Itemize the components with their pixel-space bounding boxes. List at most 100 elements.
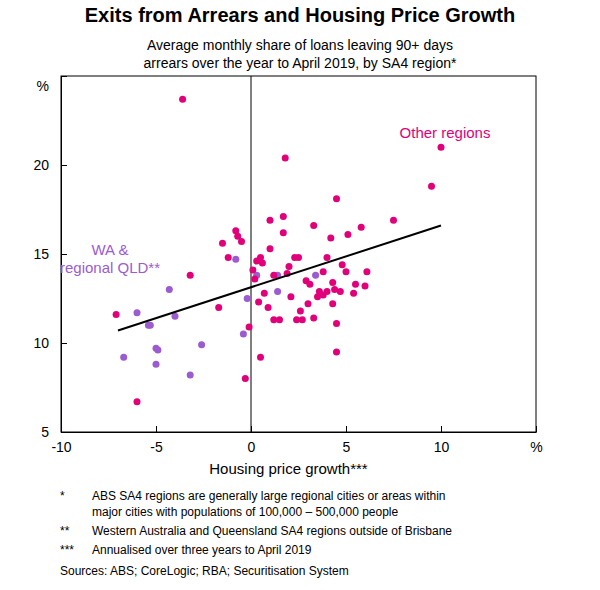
x-axis-title: Housing price growth*** [209, 460, 368, 477]
point [249, 267, 256, 274]
point [257, 354, 264, 361]
series-label: Other regions [400, 124, 491, 141]
point [438, 144, 445, 151]
point [280, 213, 287, 220]
point [246, 323, 253, 330]
point [293, 316, 300, 323]
series-label-line: Other regions [400, 124, 491, 141]
point [198, 341, 205, 348]
y-tick: % [37, 77, 67, 94]
series-label: WA &regional QLD** [60, 241, 160, 276]
point [428, 183, 435, 190]
point [306, 281, 313, 288]
point [265, 304, 272, 311]
point [251, 275, 258, 282]
y-tick: 10 [33, 335, 67, 351]
point [333, 320, 340, 327]
point [329, 300, 336, 307]
point [327, 234, 334, 241]
zero-line [251, 76, 252, 432]
point [120, 354, 127, 361]
point [255, 299, 262, 306]
note-symbol: * [60, 489, 65, 503]
x-tick: -5 [150, 426, 163, 455]
point [310, 315, 317, 322]
point [343, 268, 350, 275]
point [362, 283, 369, 290]
point [339, 261, 346, 268]
point [363, 268, 370, 275]
point [147, 322, 154, 329]
point [225, 254, 232, 261]
point [238, 238, 245, 245]
y-tick-label: 15 [33, 246, 49, 262]
x-tick-label: 10 [434, 439, 450, 455]
point [287, 293, 294, 300]
point [187, 372, 194, 379]
point [267, 217, 274, 224]
point [312, 272, 319, 279]
point [305, 300, 312, 307]
x-tick: % [530, 426, 542, 455]
x-tick-mark [156, 426, 157, 432]
point [333, 195, 340, 202]
point [244, 295, 251, 302]
note-symbol: *** [60, 543, 74, 557]
point [215, 304, 222, 311]
x-axis: -10 -5 0 5 10% [51, 426, 542, 455]
point [344, 231, 351, 238]
point [337, 288, 344, 295]
point [390, 217, 397, 224]
plot-area [113, 96, 445, 406]
point [219, 240, 226, 247]
point [352, 281, 359, 288]
y-tick-mark [61, 254, 67, 255]
point [320, 268, 327, 275]
point [282, 154, 289, 161]
x-tick-mark [251, 426, 252, 432]
x-axis-line [62, 432, 537, 433]
y-tick-label: 10 [33, 335, 49, 351]
note-text: ABS SA4 regions are generally large regi… [92, 489, 446, 503]
y-tick-label: 20 [33, 157, 49, 173]
point [232, 256, 239, 263]
note-symbol: ** [60, 524, 70, 538]
y-tick-mark [61, 76, 67, 77]
x-tick-label: -10 [51, 439, 71, 455]
point [324, 254, 331, 261]
title: Exits from Arrears and Housing Price Gro… [85, 4, 515, 26]
point [310, 222, 317, 229]
point [286, 263, 293, 270]
chart: Exits from Arrears and Housing Price Gro… [0, 0, 600, 590]
point [358, 224, 365, 231]
point [242, 375, 249, 382]
x-tick-label: 0 [248, 439, 256, 455]
x-tick: 5 [343, 426, 351, 455]
point [274, 288, 281, 295]
point [297, 307, 304, 314]
point [295, 254, 302, 261]
y-tick-mark [61, 165, 67, 166]
x-tick: 10 [434, 426, 450, 455]
point [333, 348, 340, 355]
x-tick-mark [441, 426, 442, 432]
x-tick-label: 5 [343, 439, 351, 455]
x-tick-mark [536, 426, 537, 432]
note-text: Annualised over three years to April 201… [92, 543, 312, 557]
point [324, 288, 331, 295]
x-tick-label: -5 [150, 439, 163, 455]
note-text: major cities with populations of 100,000… [92, 505, 399, 519]
y-tick: 20 [33, 157, 67, 173]
point [267, 245, 274, 252]
subtitle: Average monthly share of loans leaving 9… [147, 37, 453, 53]
x-tick: 0 [248, 426, 256, 455]
point [280, 229, 287, 236]
point [134, 398, 141, 405]
note-text: Western Australia and Queensland SA4 reg… [92, 524, 452, 538]
sources: Sources: ABS; CoreLogic; RBA; Securitisa… [60, 564, 349, 578]
series-label-line: regional QLD** [60, 259, 160, 276]
point [276, 316, 283, 323]
point [259, 259, 266, 266]
plot-frame [61, 76, 536, 432]
series-label-line: WA & [92, 241, 129, 258]
